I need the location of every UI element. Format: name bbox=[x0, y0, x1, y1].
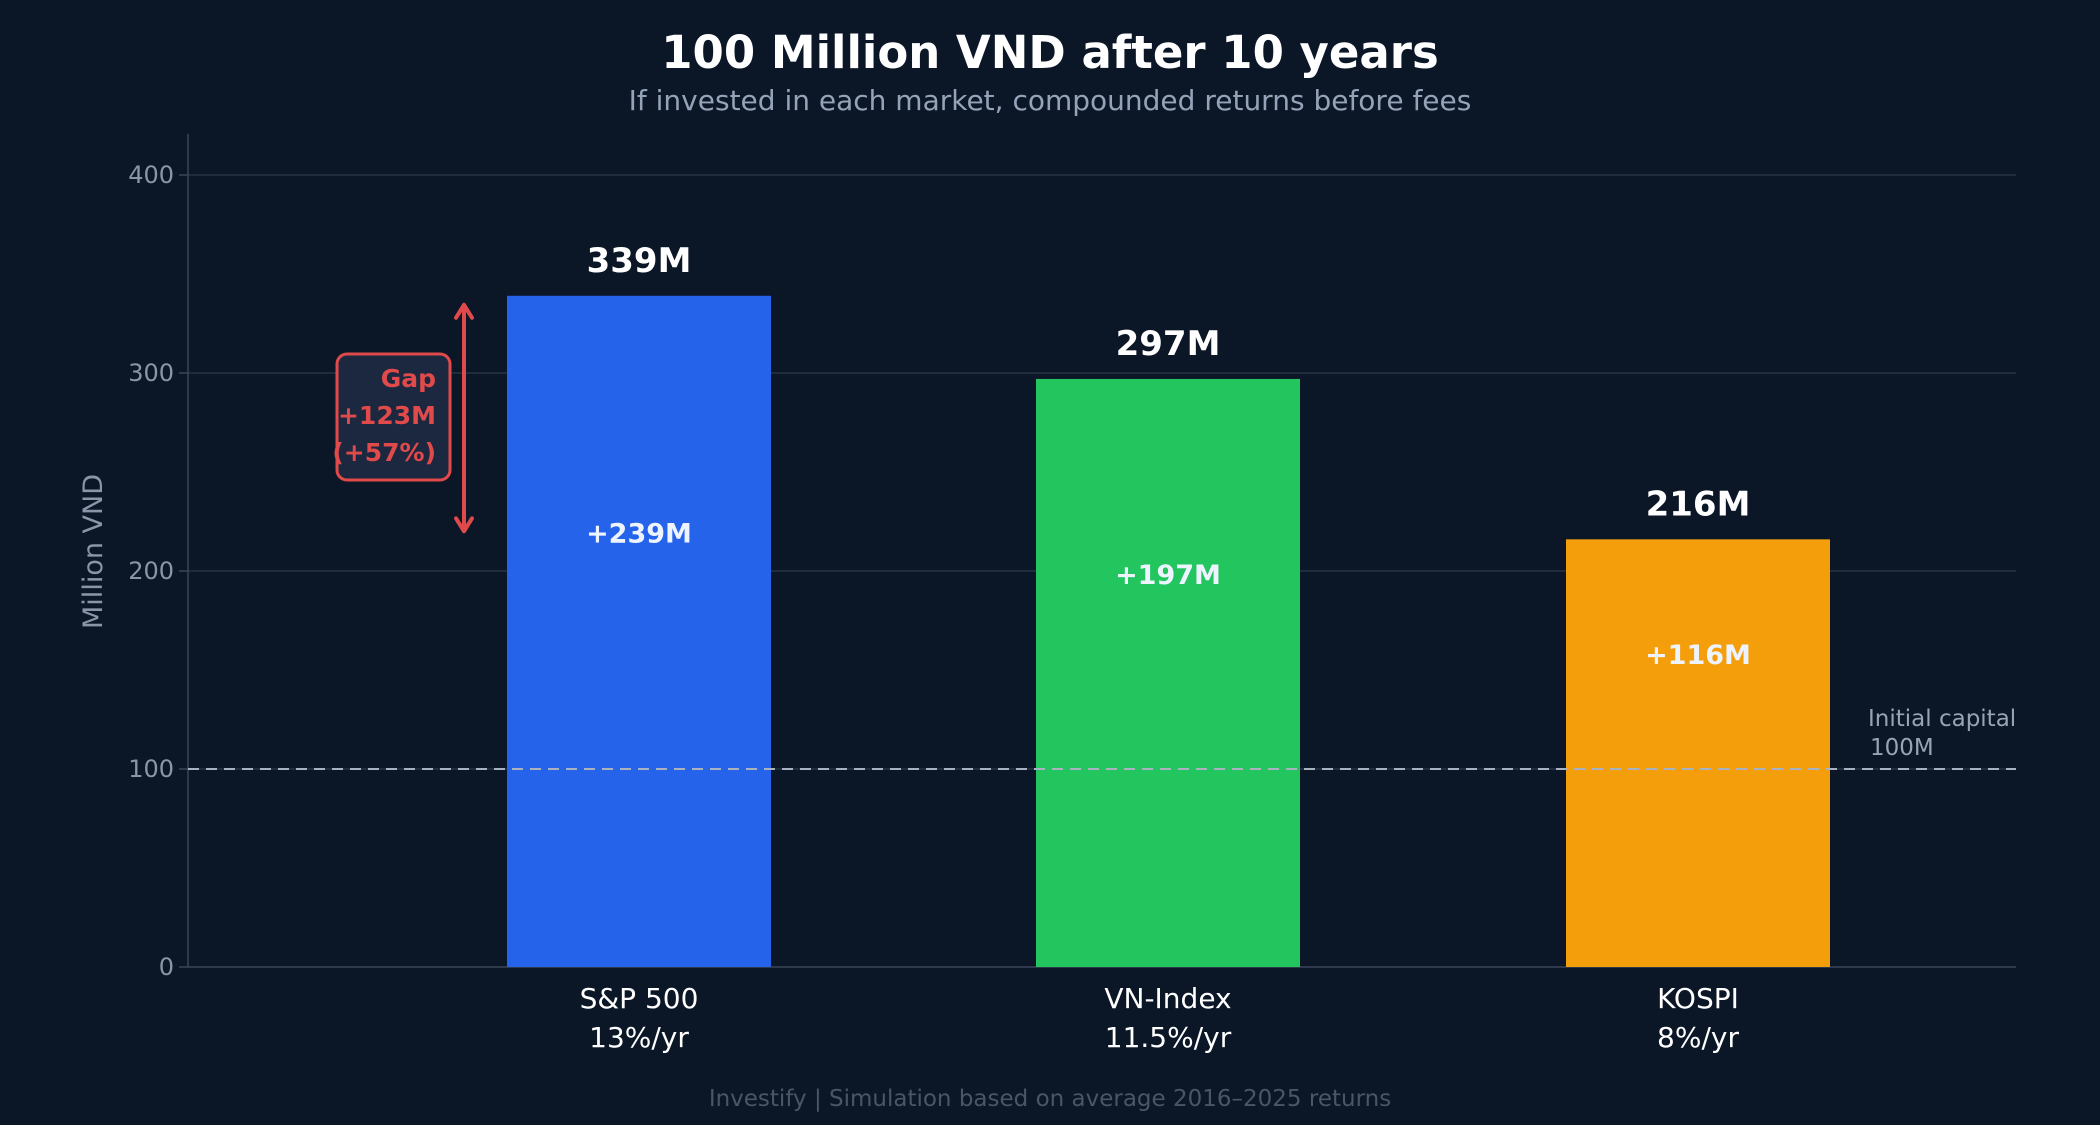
y-axis-label: Million VND bbox=[78, 474, 109, 629]
y-tick-label: 300 bbox=[128, 359, 174, 387]
x-tick-rate-label: 11.5%/yr bbox=[1105, 1021, 1232, 1054]
bar bbox=[507, 295, 771, 967]
x-tick-label: S&P 500 bbox=[580, 982, 699, 1015]
y-tick-label: 400 bbox=[128, 161, 174, 189]
bar-gain-label: +197M bbox=[1115, 560, 1221, 591]
bar-value-label: 216M bbox=[1646, 484, 1751, 524]
gap-annotation: Gap +123M (+57%) bbox=[332, 302, 474, 534]
gap-amount: +123M bbox=[338, 401, 436, 430]
bar-gain-label: +239M bbox=[586, 518, 692, 549]
x-tick-label: VN-Index bbox=[1104, 982, 1231, 1015]
bar-value-label: 297M bbox=[1116, 324, 1221, 364]
y-tick-label: 200 bbox=[128, 557, 174, 585]
gap-label: Gap bbox=[381, 364, 436, 393]
x-tick-rate-label: 13%/yr bbox=[589, 1021, 689, 1054]
bar bbox=[1036, 378, 1300, 967]
reference-line-value: 100M bbox=[1870, 735, 1934, 761]
y-tick-label: 0 bbox=[159, 953, 174, 981]
chart-footer: Investify | Simulation based on average … bbox=[708, 1086, 1392, 1112]
chart-title: 100 Million VND after 10 years bbox=[661, 26, 1439, 79]
bar bbox=[1566, 539, 1830, 967]
x-tick-label: KOSPI bbox=[1657, 982, 1739, 1015]
labels: 339M +239M S&P 500 13%/yr 297M +197M VN-Index 1… bbox=[580, 241, 1751, 1054]
chart-subtitle: If invested in each market, compounded r… bbox=[628, 84, 1472, 117]
bar-value-label: 339M bbox=[587, 241, 692, 281]
reference-line-group: Initial capital 100M bbox=[188, 706, 2016, 770]
gap-arrow-head-up bbox=[454, 302, 474, 320]
gap-percent: (+57%) bbox=[332, 438, 436, 467]
reference-line-label: Initial capital bbox=[1868, 706, 2016, 732]
gap-box bbox=[335, 352, 452, 482]
gap-arrow-head-down bbox=[454, 516, 474, 534]
x-tick-rate-label: 8%/yr bbox=[1657, 1021, 1739, 1054]
bar-gain-label: +116M bbox=[1645, 640, 1751, 671]
y-tick-label: 100 bbox=[128, 755, 174, 783]
bars bbox=[507, 295, 1830, 967]
